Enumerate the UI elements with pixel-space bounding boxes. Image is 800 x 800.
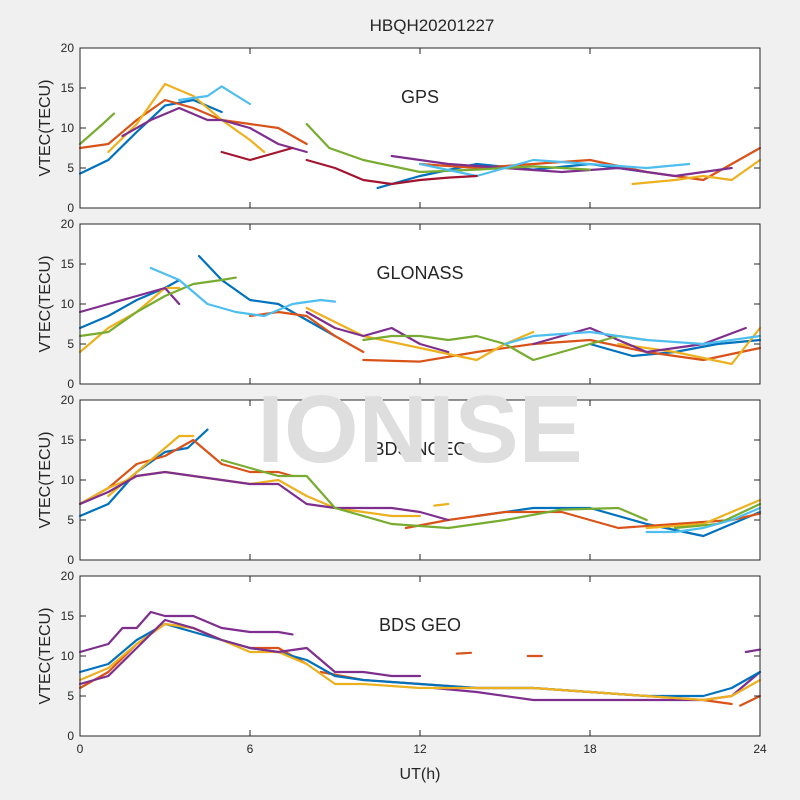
series-line-14	[305, 158, 478, 186]
series-line-12	[645, 506, 762, 534]
panel-3: 0 5 10 15 20 VTEC(TECU) BDS NGEO	[37, 393, 762, 567]
series-line-1	[78, 428, 209, 518]
series-group	[78, 254, 762, 366]
series-line-3	[78, 438, 294, 506]
y-tick-label: 5	[67, 513, 74, 527]
series-line-2	[197, 254, 337, 338]
series-line-9	[78, 112, 116, 146]
series-line-16	[503, 330, 762, 346]
x-tick-label: 6	[247, 742, 254, 756]
series-line-8	[617, 326, 762, 366]
y-tick-label: 0	[67, 729, 74, 743]
panel-title: BDS NGEO	[372, 439, 467, 459]
x-tick-label: 18	[583, 742, 597, 756]
series-line-15	[149, 266, 337, 318]
y-tick-label: 20	[61, 569, 75, 583]
y-tick-label: 0	[67, 553, 74, 567]
y-tick-label: 15	[61, 433, 75, 447]
series-group	[78, 82, 762, 190]
y-tick-label: 0	[67, 201, 74, 215]
series-line-6	[455, 651, 473, 655]
series-line-8	[390, 154, 733, 178]
series-line-10	[220, 458, 648, 530]
y-tick-label: 15	[61, 609, 75, 623]
y-axis-label: VTEC(TECU)	[37, 608, 54, 705]
series-line-1	[78, 278, 181, 330]
series-line-6	[631, 158, 762, 186]
panel-title: BDS GEO	[379, 615, 461, 635]
panel-title: GLONASS	[376, 263, 463, 283]
series-line-3	[78, 98, 308, 150]
y-axis-label: VTEC(TECU)	[37, 80, 54, 177]
panel-title: GPS	[401, 87, 439, 107]
plot-area	[80, 576, 760, 736]
y-tick-label: 10	[61, 121, 75, 135]
series-line-1	[78, 610, 294, 654]
x-tick-label: 0	[77, 742, 84, 756]
x-axis-label: UT(h)	[400, 766, 441, 783]
series-group	[78, 428, 762, 538]
series-line-5	[107, 82, 266, 154]
y-tick-label: 15	[61, 257, 75, 271]
y-tick-label: 0	[67, 377, 74, 391]
series-line-13	[220, 146, 294, 162]
series-line-10	[305, 310, 450, 354]
y-axis-label: VTEC(TECU)	[37, 256, 54, 353]
y-tick-label: 20	[61, 41, 75, 55]
series-line-7	[433, 502, 450, 507]
panel-1: 0 5 10 15 20 VTEC(TECU) GPS	[37, 41, 762, 215]
series-line-10	[305, 122, 592, 174]
series-line-5	[362, 338, 762, 363]
y-tick-label: 20	[61, 393, 75, 407]
x-tick-label: 12	[413, 742, 427, 756]
series-line-12	[418, 158, 691, 178]
y-tick-label: 15	[61, 81, 75, 95]
y-tick-label: 10	[61, 473, 75, 487]
panel-4: 0 6 12 18 24 0 5 10 15 20 VTEC(TECU) BDS GEO UT(h)	[37, 569, 767, 783]
plot-area	[80, 48, 760, 208]
series-line-8	[739, 694, 762, 707]
figure-title: HBQH20201227	[370, 16, 495, 35]
y-tick-label: 5	[67, 689, 74, 703]
series-line-7	[121, 106, 308, 154]
panel-2: 0 5 10 15 20 VTEC(TECU) GLONASS	[37, 217, 762, 391]
series-line-9	[78, 470, 450, 522]
plot-area	[80, 400, 760, 560]
series-line-11	[78, 618, 422, 686]
series-line-3	[744, 648, 762, 654]
panels-group: 0 5 10 15 20 VTEC(TECU) GPS 0 5 10 15 20 VTEC(TECU) G…	[37, 41, 767, 783]
y-tick-label: 5	[67, 337, 74, 351]
plot-area	[80, 224, 760, 384]
y-tick-label: 5	[67, 161, 74, 175]
series-line-11	[178, 85, 252, 106]
y-tick-label: 10	[61, 297, 75, 311]
watermark: IONISE	[257, 376, 582, 483]
series-line-8	[645, 498, 762, 530]
series-line-2	[475, 506, 762, 538]
series-line-13	[362, 334, 563, 362]
y-axis-label: VTEC(TECU)	[37, 432, 54, 529]
series-line-12	[78, 276, 237, 338]
y-tick-label: 10	[61, 649, 75, 663]
series-group	[78, 610, 762, 707]
x-tick-label: 24	[753, 742, 767, 756]
y-tick-label: 20	[61, 217, 75, 231]
series-line-10	[78, 622, 762, 702]
